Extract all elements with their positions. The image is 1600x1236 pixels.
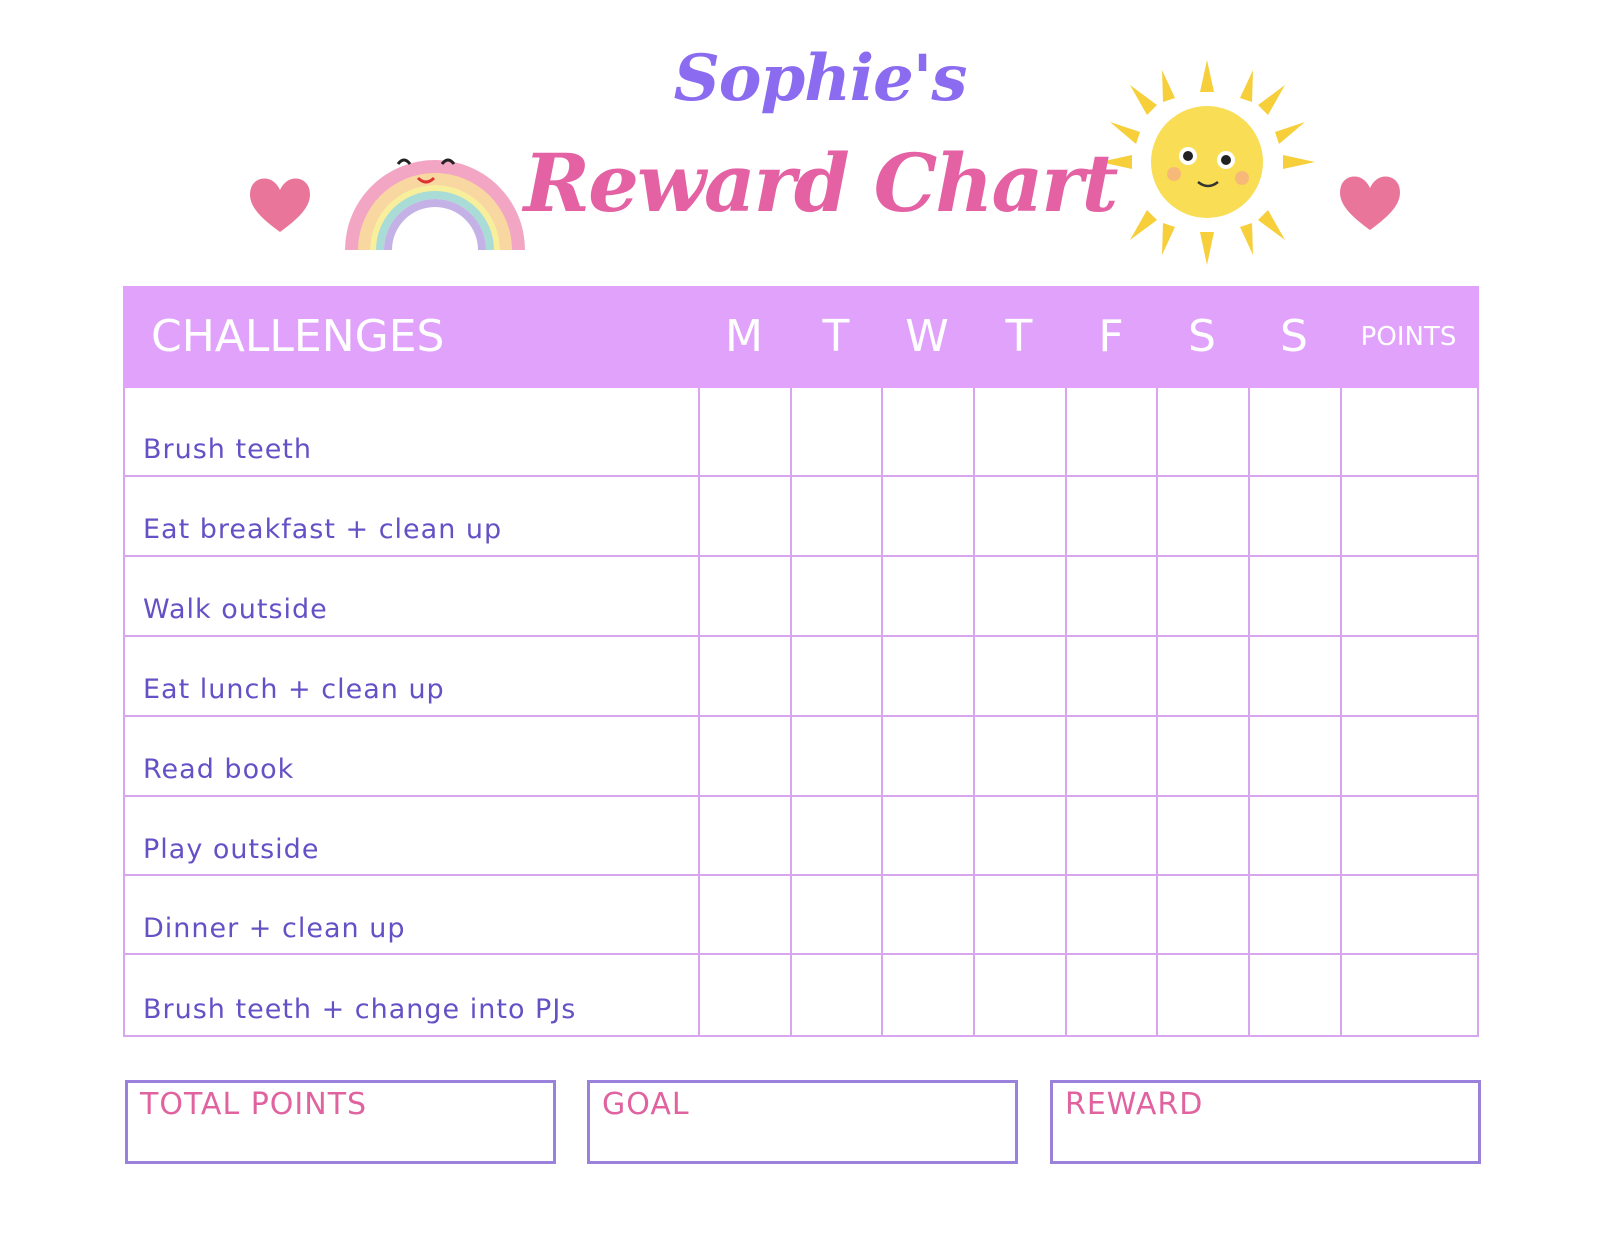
table-row: Play outside bbox=[125, 795, 1477, 875]
challenge-label: Read book bbox=[143, 754, 295, 785]
column-divider bbox=[1248, 388, 1250, 1035]
total-points-box[interactable]: TOTAL POINTS bbox=[125, 1080, 556, 1164]
table-row: Eat breakfast + clean up bbox=[125, 475, 1477, 555]
day-header: S bbox=[1188, 311, 1216, 362]
goal-box[interactable]: GOAL bbox=[587, 1080, 1018, 1164]
table-row: Read book bbox=[125, 715, 1477, 795]
table-row: Walk outside bbox=[125, 555, 1477, 635]
challenge-label: Eat breakfast + clean up bbox=[143, 514, 503, 545]
sun-icon bbox=[1100, 60, 1315, 265]
table-header: CHALLENGES M T W T F S S POINTS bbox=[123, 286, 1479, 388]
day-header: T bbox=[1005, 311, 1033, 362]
goal-label: GOAL bbox=[602, 1087, 690, 1122]
challenge-label: Walk outside bbox=[143, 594, 328, 625]
challenges-header: CHALLENGES bbox=[151, 311, 445, 362]
reward-table: CHALLENGES M T W T F S S POINTS Brush te… bbox=[123, 286, 1479, 1037]
table-row: Eat lunch + clean up bbox=[125, 635, 1477, 715]
day-header: T bbox=[822, 311, 850, 362]
column-divider bbox=[790, 388, 792, 1035]
reward-box[interactable]: REWARD bbox=[1050, 1080, 1481, 1164]
day-header: S bbox=[1280, 311, 1308, 362]
day-header: F bbox=[1098, 311, 1124, 362]
challenge-label: Play outside bbox=[143, 834, 320, 865]
column-divider bbox=[1340, 388, 1342, 1035]
day-header: M bbox=[725, 311, 763, 362]
title-name: Sophie's bbox=[673, 41, 968, 116]
total-points-label: TOTAL POINTS bbox=[140, 1087, 368, 1122]
table-grid: Brush teeth Eat breakfast + clean up Wal… bbox=[123, 388, 1479, 1037]
reward-label: REWARD bbox=[1065, 1087, 1204, 1122]
day-header: W bbox=[905, 311, 949, 362]
column-divider bbox=[881, 388, 883, 1035]
challenge-label: Eat lunch + clean up bbox=[143, 674, 445, 705]
heart-icon bbox=[1340, 176, 1400, 230]
challenge-label: Brush teeth bbox=[143, 434, 313, 465]
column-divider bbox=[698, 388, 700, 1035]
column-divider bbox=[1156, 388, 1158, 1035]
column-divider bbox=[1065, 388, 1067, 1035]
title-main: Reward Chart bbox=[523, 136, 1119, 230]
points-header: POINTS bbox=[1360, 322, 1457, 352]
table-row: Brush teeth bbox=[125, 388, 1477, 475]
table-row: Dinner + clean up bbox=[125, 874, 1477, 954]
challenge-label: Dinner + clean up bbox=[143, 913, 406, 944]
table-row: Brush teeth + change into PJs bbox=[125, 953, 1477, 1035]
rainbow-icon bbox=[345, 158, 525, 250]
challenge-label: Brush teeth + change into PJs bbox=[143, 994, 577, 1025]
heart-icon bbox=[250, 178, 310, 232]
column-divider bbox=[973, 388, 975, 1035]
